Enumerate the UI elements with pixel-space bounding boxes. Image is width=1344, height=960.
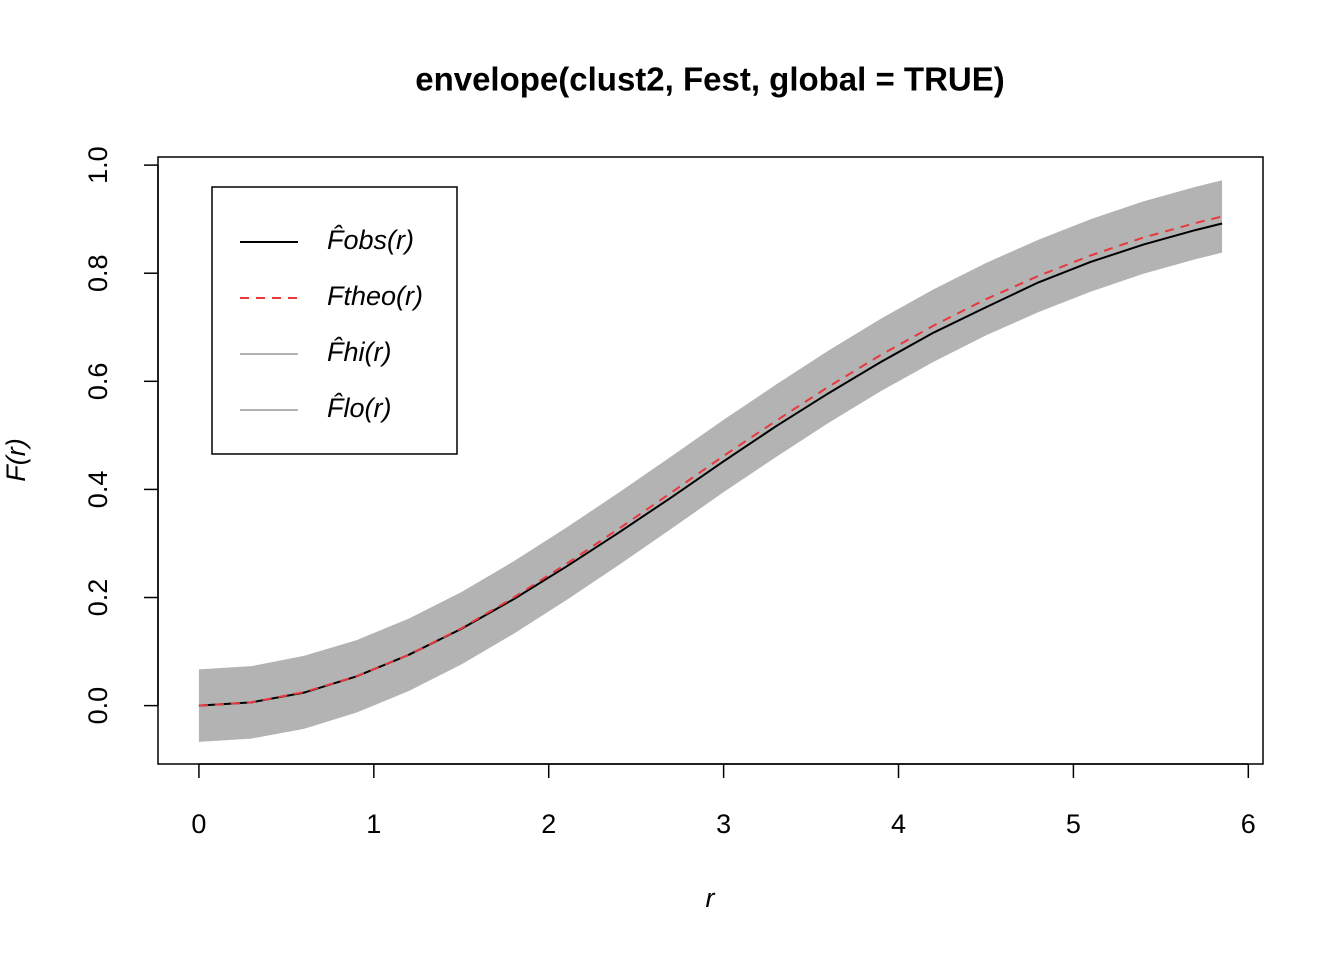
x-axis-label: r [706, 883, 716, 913]
x-tick-label: 5 [1066, 809, 1081, 839]
legend-label: F̂lo(r) [327, 393, 391, 423]
y-axis-label: F(r) [1, 438, 31, 481]
y-tick-label: 0.4 [83, 471, 113, 509]
x-tick-label: 0 [191, 809, 206, 839]
legend-label: F̂hi(r) [327, 337, 391, 367]
chart-title: envelope(clust2, Fest, global = TRUE) [415, 61, 1005, 98]
legend-label: Ftheo(r) [327, 281, 423, 311]
y-tick-label: 0.2 [83, 579, 113, 617]
y-tick-label: 1.0 [83, 146, 113, 184]
y-tick-label: 0.8 [83, 254, 113, 292]
y-tick-label: 0.0 [83, 687, 113, 725]
envelope-band [198, 180, 1223, 742]
x-tick-label: 1 [366, 809, 381, 839]
x-tick-label: 3 [716, 809, 731, 839]
x-tick-label: 2 [541, 809, 556, 839]
legend-label: F̂obs(r) [327, 225, 414, 255]
x-tick-label: 4 [891, 809, 906, 839]
series-line [198, 215, 1223, 707]
x-tick-label: 6 [1241, 809, 1256, 839]
y-tick-label: 0.6 [83, 363, 113, 401]
